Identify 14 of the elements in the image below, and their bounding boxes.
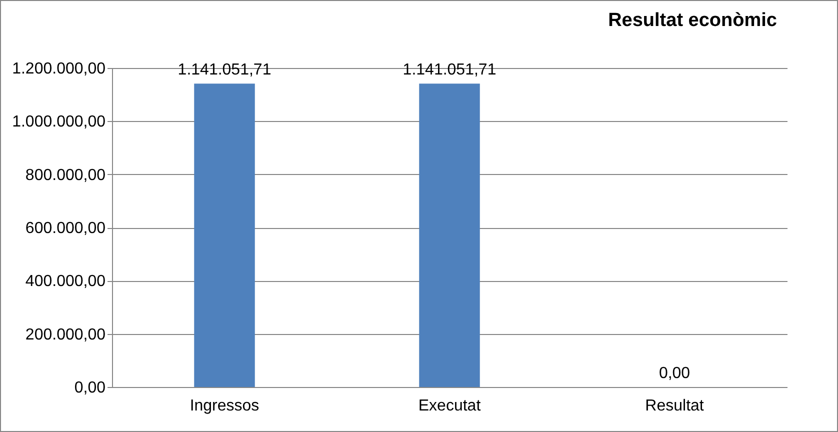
y-tick-label: 1.000.000,00 (12, 114, 106, 131)
y-tick-label: 1.200.000,00 (12, 60, 106, 78)
chart-title: Resultat econòmic (608, 10, 778, 31)
data-label: 1.141.051,71 (402, 62, 496, 79)
y-tick-label: 400.000,00 (25, 273, 106, 290)
y-tick-label: 0,00 (74, 380, 106, 396)
x-tick-label: Ingressos (190, 398, 260, 414)
x-tick-label: Resultat (645, 398, 704, 414)
y-tick-label: 600.000,00 (25, 220, 106, 237)
data-label: 1.141.051,71 (178, 62, 272, 79)
y-tick-label: 200.000,00 (25, 326, 106, 344)
data-label: 0,00 (658, 365, 690, 382)
x-tick-label: Executat (418, 398, 482, 414)
y-tick-label: 800.000,00 (25, 166, 106, 184)
